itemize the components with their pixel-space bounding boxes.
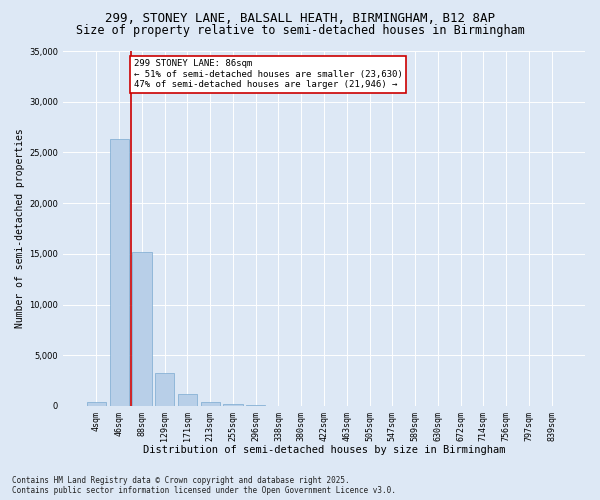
Bar <box>223 404 242 406</box>
Bar <box>132 252 152 406</box>
Bar <box>155 372 175 406</box>
Bar <box>110 139 129 406</box>
Bar <box>200 402 220 406</box>
Bar <box>87 402 106 406</box>
Y-axis label: Number of semi-detached properties: Number of semi-detached properties <box>15 128 25 328</box>
Text: Size of property relative to semi-detached houses in Birmingham: Size of property relative to semi-detach… <box>76 24 524 37</box>
Text: 299, STONEY LANE, BALSALL HEATH, BIRMINGHAM, B12 8AP: 299, STONEY LANE, BALSALL HEATH, BIRMING… <box>105 12 495 26</box>
X-axis label: Distribution of semi-detached houses by size in Birmingham: Distribution of semi-detached houses by … <box>143 445 505 455</box>
Bar <box>178 394 197 406</box>
Text: Contains HM Land Registry data © Crown copyright and database right 2025.
Contai: Contains HM Land Registry data © Crown c… <box>12 476 396 495</box>
Text: 299 STONEY LANE: 86sqm
← 51% of semi-detached houses are smaller (23,630)
47% of: 299 STONEY LANE: 86sqm ← 51% of semi-det… <box>134 59 403 89</box>
